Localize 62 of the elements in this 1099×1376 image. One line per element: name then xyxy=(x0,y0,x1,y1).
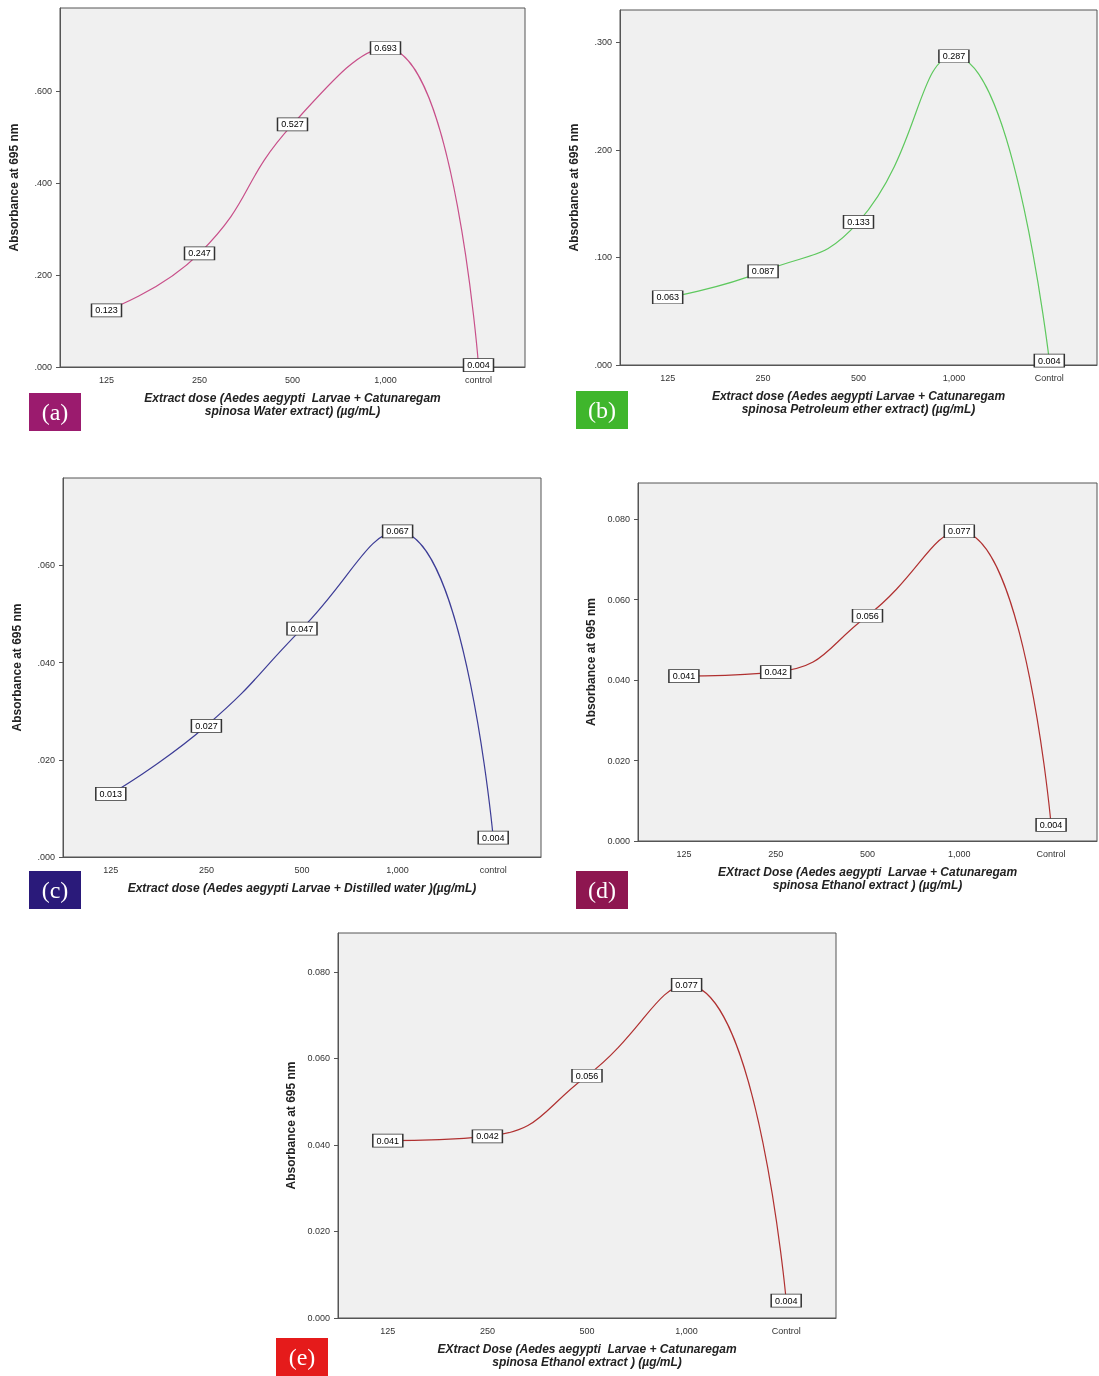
x-tick-label: 250 xyxy=(479,1325,495,1336)
x-axis-title: Extract dose (Aedes aegypti Larvae + Catunaregam spinosa Petroleum ether extract) (µg/mL) xyxy=(711,388,1006,416)
x-tick-label: 125 xyxy=(103,864,119,875)
y-tick-label: 0.020 xyxy=(307,1226,330,1237)
y-tick-label: .000 xyxy=(37,852,55,862)
y-axis-title: Absorbance at 695 nm xyxy=(583,597,598,727)
x-tick-label: Control xyxy=(771,1325,801,1336)
text: (d) xyxy=(576,871,628,909)
x-tick-label: 250 xyxy=(755,372,771,383)
y-axis-title: Absorbance at 695 nm xyxy=(567,123,581,252)
x-axis-title: EXtract Dose (Aedes aegypti Larvae + Catunaregam spinosa Ethanol extract ) (µg/mL) xyxy=(717,864,1018,892)
text: (a) xyxy=(29,393,81,431)
x-tick-label: 250 xyxy=(768,848,784,859)
x-axis-title: EXtract Dose (Aedes aegypti Larvae + Catunaregam spinosa Ethanol extract ) (µg/mL) xyxy=(437,1341,737,1369)
x-tick-label: 125 xyxy=(380,1325,396,1336)
x-tick-label: 250 xyxy=(198,864,214,875)
y-tick-label: .200 xyxy=(594,144,612,155)
x-axis-title: Extract dose (Aedes aegypti Larvae + Distilled water )(µg/mL) xyxy=(127,880,477,895)
y-tick-label: 0.080 xyxy=(307,966,330,977)
y-axis-title: Absorbance at 695 nm xyxy=(7,123,21,252)
x-tick-label: Control xyxy=(1036,848,1066,859)
y-tick-label: 0.060 xyxy=(307,1053,330,1064)
x-tick-label: 500 xyxy=(579,1325,595,1336)
x-tick-label: control xyxy=(479,864,507,875)
x-tick-label: 125 xyxy=(98,374,115,385)
y-axis-title: Absorbance at 695 nm xyxy=(283,1061,298,1190)
y-tick-label: .000 xyxy=(34,362,52,372)
text: (e) xyxy=(276,1338,328,1376)
x-axis-title: Extract dose (Aedes aegypti Larvae + Catunaregam spinosa Water extract) (µg/mL) xyxy=(144,390,442,418)
x-tick-label: 1,000 xyxy=(675,1325,698,1336)
y-tick-label: 0.000 xyxy=(607,836,630,846)
x-tick-label: 250 xyxy=(191,374,208,385)
y-tick-label: .600 xyxy=(34,85,52,96)
y-tick-label: .060 xyxy=(37,560,55,571)
y-tick-label: 0.040 xyxy=(307,1139,330,1150)
y-tick-label: 0.080 xyxy=(607,514,630,525)
x-tick-label: 500 xyxy=(284,374,301,385)
x-tick-label: 1,000 xyxy=(948,848,971,859)
y-tick-label: 0.000 xyxy=(307,1313,330,1323)
y-tick-label: .020 xyxy=(37,754,55,765)
y-tick-label: .000 xyxy=(594,360,612,370)
y-tick-label: 0.020 xyxy=(607,755,630,766)
x-tick-label: control xyxy=(464,374,493,385)
y-tick-label: 0.040 xyxy=(607,675,630,686)
x-tick-label: 500 xyxy=(294,864,310,875)
x-tick-label: Control xyxy=(1034,372,1064,383)
text: (b) xyxy=(576,391,628,429)
text: (c) xyxy=(29,871,81,909)
y-tick-label: .200 xyxy=(34,269,52,280)
y-tick-label: .100 xyxy=(594,252,612,263)
y-tick-label: .300 xyxy=(594,37,612,48)
y-tick-label: .040 xyxy=(37,657,55,668)
y-tick-label: .400 xyxy=(34,177,52,188)
x-tick-label: 125 xyxy=(676,848,692,859)
x-tick-label: 1,000 xyxy=(942,372,966,383)
y-axis-title: Absorbance at 695 nm xyxy=(10,603,24,732)
x-tick-label: 500 xyxy=(859,848,876,859)
x-tick-label: 500 xyxy=(850,372,867,383)
x-tick-label: 1,000 xyxy=(386,864,409,875)
x-tick-label: 1,000 xyxy=(374,374,397,385)
x-tick-label: 125 xyxy=(660,372,676,383)
y-tick-label: 0.060 xyxy=(607,594,630,605)
